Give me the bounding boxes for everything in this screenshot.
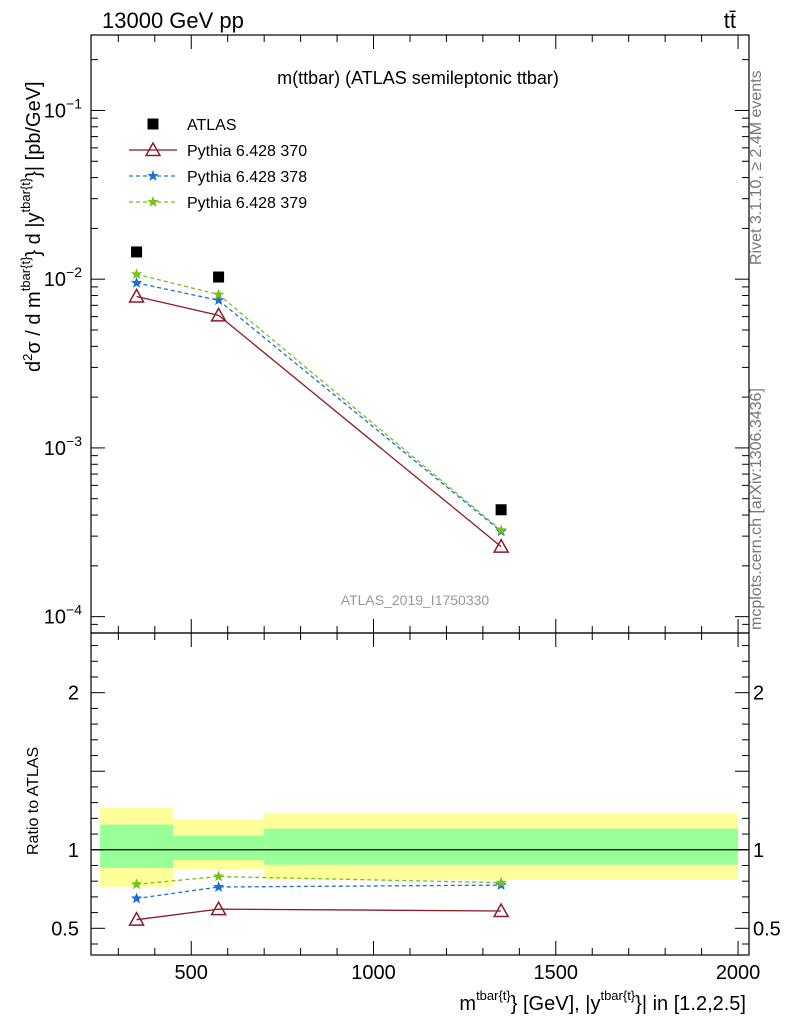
data-point	[492, 538, 510, 553]
y-tick-label: 10−1	[44, 95, 82, 122]
ratio-point	[495, 876, 507, 888]
header-right: tt̄	[724, 8, 736, 33]
legend: ATLAS Pythia 6.428 370 Pythia 6.428 378 Pyt…	[129, 117, 307, 212]
data-point	[495, 524, 507, 536]
ratio-y-axis-label: Ratio to ATLAS	[25, 747, 42, 855]
mcplots-label: mcplots.cern.ch [arXiv:1306.3436]	[748, 388, 765, 630]
ratio-y-tick-label-right: 1	[753, 840, 764, 862]
uncertainty-band-inner	[173, 835, 265, 860]
ratio-panel: 0.5 0.5 1 1 2 2 500 1000 1500 2000 Ratio to ATLAS…	[25, 632, 781, 1015]
y-tick-label: 10−4	[44, 602, 82, 629]
x-tick-label: 1500	[534, 962, 579, 984]
y-tick-label: 10−2	[44, 264, 82, 291]
data-point	[131, 246, 143, 258]
legend-marker	[147, 196, 159, 207]
uncertainty-band-inner	[264, 828, 739, 865]
main-y-axis-label: d2σ / d mtbar{t}} d |ytbar{t}}| [pb/GeV]	[18, 81, 45, 372]
data-point	[495, 504, 507, 516]
data-point	[210, 306, 227, 322]
ratio-point	[128, 911, 145, 926]
ratio-y-tick-label: 2	[68, 683, 79, 705]
x-tick-label: 2000	[716, 962, 761, 984]
ratio-point	[210, 900, 227, 916]
ratio-frame	[90, 632, 750, 956]
series-line-3	[136, 273, 502, 531]
legend-label: Pythia 6.428 370	[187, 143, 307, 160]
legend-label: ATLAS	[187, 117, 237, 134]
legend-label: Pythia 6.428 379	[187, 195, 307, 212]
data-point	[128, 287, 145, 303]
data-point	[213, 271, 225, 283]
x-axis-label: mtbar{t}} [GeV], |ytbar{t}}| in [1.2,2.5…	[459, 988, 746, 1015]
legend-marker	[147, 118, 159, 130]
legend-label: Pythia 6.428 378	[187, 169, 307, 186]
watermark: ATLAS_2019_I1750330	[341, 592, 490, 608]
ratio-point	[492, 902, 510, 918]
uncertainty-band-inner	[100, 824, 174, 868]
main-panel: 10−1 10−2 10−3 10−4 m(ttbar) (ATLAS semilep…	[18, 34, 750, 634]
ratio-line-1	[136, 884, 502, 900]
x-tick-label: 1000	[351, 962, 396, 984]
data-point	[212, 288, 225, 300]
data-point	[212, 294, 225, 306]
ratio-y-tick-label: 1	[68, 840, 79, 862]
data-point	[130, 276, 143, 288]
ratio-point	[130, 892, 143, 904]
x-tick-label: 500	[175, 962, 208, 984]
header-left: 13000 GeV pp	[102, 8, 244, 33]
ratio-point	[212, 870, 225, 882]
series-line-2	[136, 282, 502, 532]
y-tick-label: 10−3	[44, 433, 82, 460]
ratio-y-tick-label: 0.5	[51, 918, 79, 940]
legend-marker	[144, 141, 162, 157]
ratio-y-tick-label-right: 2	[753, 683, 764, 705]
main-title: m(ttbar) (ATLAS semileptonic ttbar)	[277, 68, 559, 88]
ratio-point	[130, 878, 143, 890]
series-line-1	[136, 295, 502, 548]
ratio-y-tick-label-right: 0.5	[753, 918, 781, 940]
ratio-line-0	[136, 908, 502, 921]
legend-marker	[147, 170, 159, 181]
data-point	[130, 268, 143, 280]
ratio-point	[212, 880, 225, 892]
rivet-label: Rivet 3.1.10, ≥ 2.4M events	[748, 70, 765, 265]
